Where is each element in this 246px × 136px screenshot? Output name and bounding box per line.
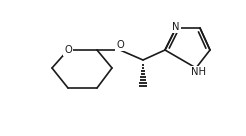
Text: O: O bbox=[116, 40, 124, 50]
Text: O: O bbox=[64, 45, 72, 55]
Text: N: N bbox=[172, 22, 180, 32]
Text: NH: NH bbox=[191, 67, 206, 77]
